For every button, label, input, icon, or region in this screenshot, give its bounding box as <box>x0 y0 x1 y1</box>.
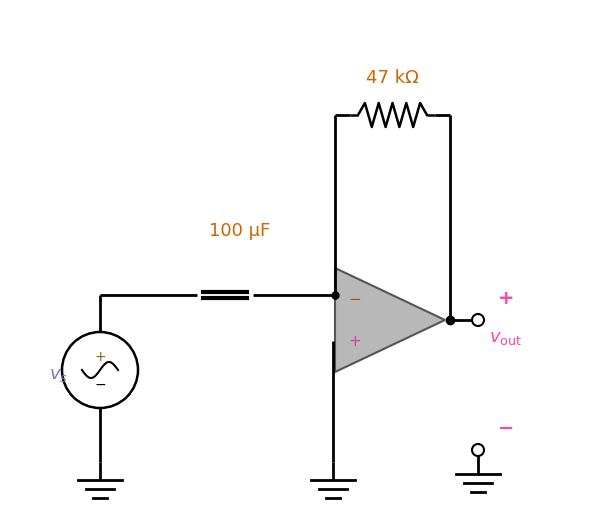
Text: 100 μF: 100 μF <box>209 222 271 240</box>
Circle shape <box>472 314 484 326</box>
Text: −: − <box>94 378 106 392</box>
Text: −: − <box>348 292 361 307</box>
Polygon shape <box>335 268 445 372</box>
Text: −: − <box>498 419 514 438</box>
Circle shape <box>472 444 484 456</box>
Text: +: + <box>94 350 106 364</box>
Text: +: + <box>348 334 361 349</box>
Text: 47 kΩ: 47 kΩ <box>366 69 419 87</box>
Text: $v_s$: $v_s$ <box>49 366 67 384</box>
Text: $v_{\mathrm{out}}$: $v_{\mathrm{out}}$ <box>489 329 523 347</box>
Text: +: + <box>498 289 514 308</box>
